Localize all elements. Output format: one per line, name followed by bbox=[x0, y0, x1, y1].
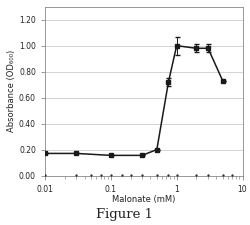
X-axis label: Malonate (mM): Malonate (mM) bbox=[112, 195, 176, 204]
Y-axis label: Absorbance (OD₆₀₀): Absorbance (OD₆₀₀) bbox=[7, 50, 16, 132]
Text: Figure 1: Figure 1 bbox=[96, 208, 154, 221]
